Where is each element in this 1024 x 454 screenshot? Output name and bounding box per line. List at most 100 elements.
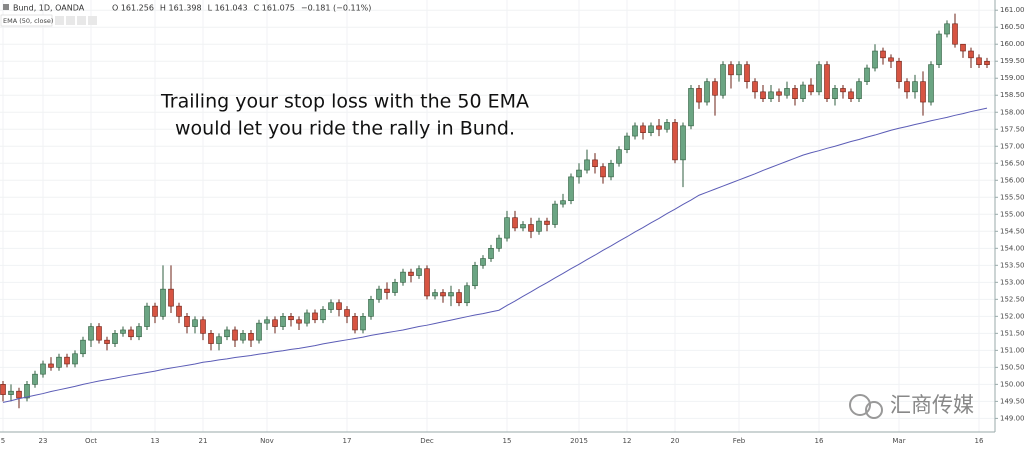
candle-body bbox=[760, 91, 766, 99]
candle-body bbox=[976, 57, 982, 65]
ohlc-value: C 161.075 bbox=[254, 4, 295, 13]
candle-body bbox=[888, 57, 894, 62]
x-tick-label: 17 bbox=[343, 437, 352, 445]
candle-body bbox=[544, 220, 550, 225]
candle-body bbox=[752, 81, 758, 93]
candle-body bbox=[400, 271, 406, 283]
candle-body bbox=[672, 122, 678, 161]
candle-body bbox=[104, 339, 110, 344]
candle-body bbox=[64, 356, 70, 365]
candle-body bbox=[160, 288, 166, 317]
candle-body bbox=[80, 339, 86, 355]
x-tick-label: 23 bbox=[39, 437, 48, 445]
candle-body bbox=[240, 333, 246, 341]
candle-body bbox=[616, 149, 622, 164]
indicator-button[interactable] bbox=[66, 16, 75, 25]
candle-body bbox=[952, 23, 958, 45]
indicator-button[interactable] bbox=[77, 16, 86, 25]
candle-body bbox=[800, 84, 806, 99]
x-tick-label: 16 bbox=[975, 437, 984, 445]
candle-body bbox=[608, 162, 614, 178]
candle-body bbox=[864, 67, 870, 82]
candle-body bbox=[848, 91, 854, 99]
y-tick-label: 160.500 bbox=[1000, 23, 1024, 31]
candle-body bbox=[120, 329, 126, 334]
candle-body bbox=[912, 81, 918, 93]
candle-body bbox=[432, 292, 438, 297]
candle-body bbox=[32, 373, 38, 385]
y-tick-label: 150.500 bbox=[1000, 363, 1024, 371]
x-tick-label: Dec bbox=[420, 437, 434, 445]
candle-body bbox=[696, 88, 702, 103]
y-tick-label: 153.500 bbox=[1000, 261, 1024, 269]
candle-body bbox=[184, 316, 190, 327]
indicator-button[interactable] bbox=[88, 16, 97, 25]
candle-body bbox=[272, 319, 278, 327]
y-tick-label: 150.000 bbox=[1000, 380, 1024, 388]
candle-body bbox=[648, 125, 654, 133]
x-tick-label: 20 bbox=[671, 437, 680, 445]
candle-body bbox=[856, 81, 862, 99]
candle-body bbox=[232, 329, 238, 341]
y-tick-label: 149.500 bbox=[1000, 397, 1024, 405]
candle-body bbox=[928, 64, 934, 103]
candle-body bbox=[176, 305, 182, 317]
candle-body bbox=[312, 312, 318, 321]
watermark-logo bbox=[849, 394, 883, 419]
plot-area bbox=[0, 13, 990, 409]
candle-body bbox=[576, 169, 582, 178]
candle-body bbox=[840, 88, 846, 93]
x-tick-label: 13 bbox=[151, 437, 160, 445]
candle-body bbox=[496, 237, 502, 249]
candle-body bbox=[368, 299, 374, 317]
candle-body bbox=[584, 159, 590, 171]
candle-body bbox=[216, 336, 222, 344]
candle-body bbox=[984, 60, 990, 65]
candle-body bbox=[376, 288, 382, 300]
candle-body bbox=[720, 64, 726, 96]
candle-body bbox=[920, 81, 926, 103]
candle-body bbox=[656, 125, 662, 130]
candle-body bbox=[536, 220, 542, 232]
candle-body bbox=[816, 64, 822, 93]
candle-body bbox=[192, 319, 198, 327]
candle-body bbox=[96, 326, 102, 341]
candle-body bbox=[768, 91, 774, 99]
y-tick-label: 155.500 bbox=[1000, 193, 1024, 201]
candle-body bbox=[808, 84, 814, 93]
candle-body bbox=[56, 356, 62, 368]
candle-body bbox=[896, 60, 902, 82]
candle-body bbox=[144, 305, 150, 327]
y-tick-label: 156.000 bbox=[1000, 176, 1024, 184]
watermark: 汇商传媒 bbox=[890, 393, 974, 417]
candle-body bbox=[872, 50, 878, 69]
candle-body bbox=[248, 333, 254, 341]
candle-body bbox=[384, 288, 390, 293]
y-tick-label: 154.000 bbox=[1000, 244, 1024, 252]
candle-body bbox=[880, 50, 886, 59]
y-tick-label: 149.000 bbox=[1000, 414, 1024, 422]
x-tick-label: Oct bbox=[85, 437, 97, 445]
candle-body bbox=[168, 288, 174, 307]
candle-body bbox=[448, 292, 454, 297]
candle-body bbox=[344, 309, 350, 317]
candle-body bbox=[504, 217, 510, 239]
candle-body bbox=[552, 203, 558, 225]
y-tick-label: 151.000 bbox=[1000, 346, 1024, 354]
y-tick-label: 160.000 bbox=[1000, 40, 1024, 48]
candle-body bbox=[280, 316, 286, 327]
indicator-button[interactable] bbox=[55, 16, 64, 25]
candle-body bbox=[392, 282, 398, 293]
candle-body bbox=[904, 81, 910, 93]
y-tick-label: 158.500 bbox=[1000, 91, 1024, 99]
x-tick-label: 16 bbox=[815, 437, 824, 445]
candle-body bbox=[736, 64, 742, 76]
candle-body bbox=[136, 326, 142, 338]
symbol-icon bbox=[3, 4, 9, 10]
candle-body bbox=[304, 312, 310, 324]
candle-body bbox=[352, 316, 358, 331]
x-tick-label: 21 bbox=[199, 437, 208, 445]
candle-body bbox=[472, 265, 478, 287]
candle-body bbox=[440, 292, 446, 297]
